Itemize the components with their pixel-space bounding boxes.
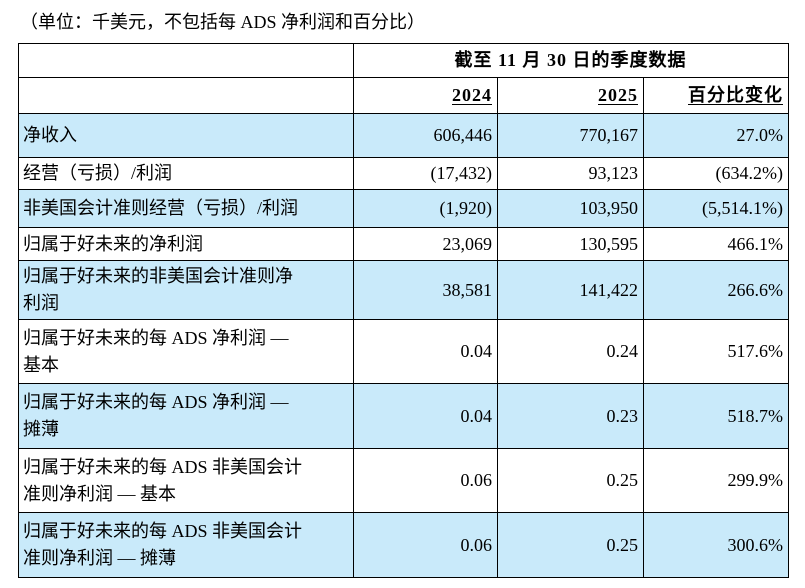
value-change: 466.1%	[643, 227, 789, 261]
value-2024: 38,581	[353, 260, 498, 320]
table-span-header: 截至 11 月 30 日的季度数据	[353, 43, 789, 78]
table-header-row-span: 截至 11 月 30 日的季度数据	[18, 43, 789, 78]
table-row: 净收入 606,446 770,167 27.0%	[18, 113, 789, 158]
table-row: 归属于好未来的每 ADS 非美国会计 准则净利润 — 摊薄 0.06 0.25 …	[18, 512, 789, 578]
row-label: 归属于好未来的每 ADS 净利润 — 摊薄	[18, 383, 354, 449]
value-change: (5,514.1%)	[643, 189, 789, 228]
row-label: 净收入	[18, 113, 354, 158]
table-row: 归属于好未来的每 ADS 非美国会计 准则净利润 — 基本 0.06 0.25 …	[18, 448, 789, 513]
value-2024: (17,432)	[353, 157, 498, 190]
value-2024: 23,069	[353, 227, 498, 261]
row-label: 归属于好未来的净利润	[18, 227, 354, 261]
table-row: 归属于好未来的每 ADS 净利润 — 基本 0.04 0.24 517.6%	[18, 319, 789, 384]
value-2025: 0.25	[497, 448, 644, 513]
column-header-change-label: 百分比变化	[688, 85, 783, 105]
row-label: 归属于好未来的每 ADS 净利润 — 基本	[18, 319, 354, 384]
row-label: 经营（亏损）/利润	[18, 157, 354, 190]
row-label: 非美国会计准则经营（亏损）/利润	[18, 189, 354, 228]
row-label: 归属于好未来的非美国会计准则净 利润	[18, 260, 354, 320]
value-change: 299.9%	[643, 448, 789, 513]
value-change: 517.6%	[643, 319, 789, 384]
value-2024: 0.04	[353, 383, 498, 449]
header-empty-cell	[18, 43, 354, 78]
value-2025: 0.25	[497, 512, 644, 578]
table-row: 归属于好未来的净利润 23,069 130,595 466.1%	[18, 227, 789, 261]
value-2025: 130,595	[497, 227, 644, 261]
table-row: 归属于好未来的每 ADS 净利润 — 摊薄 0.04 0.23 518.7%	[18, 383, 789, 449]
column-header-2025: 2025	[497, 77, 644, 114]
page-title: （单位：千美元，不包括每 ADS 净利润和百分比）	[20, 12, 426, 32]
value-2025: 141,422	[497, 260, 644, 320]
value-2025: 93,123	[497, 157, 644, 190]
row-label: 归属于好未来的每 ADS 非美国会计 准则净利润 — 摊薄	[18, 512, 354, 578]
column-header-2024: 2024	[353, 77, 498, 114]
value-2024: 0.06	[353, 512, 498, 578]
value-change: (634.2%)	[643, 157, 789, 190]
row-label: 归属于好未来的每 ADS 非美国会计 准则净利润 — 基本	[18, 448, 354, 513]
column-header-2024-label: 2024	[452, 85, 492, 105]
value-2024: 606,446	[353, 113, 498, 158]
column-header-2025-label: 2025	[598, 85, 638, 105]
value-change: 300.6%	[643, 512, 789, 578]
value-2024: 0.06	[353, 448, 498, 513]
financial-table: 截至 11 月 30 日的季度数据 2024 2025 百分比变化 净收入 60…	[18, 43, 789, 578]
value-change: 27.0%	[643, 113, 789, 158]
value-2025: 0.24	[497, 319, 644, 384]
value-2025: 770,167	[497, 113, 644, 158]
table-row: 非美国会计准则经营（亏损）/利润 (1,920) 103,950 (5,514.…	[18, 189, 789, 228]
table-header-row-columns: 2024 2025 百分比变化	[18, 77, 789, 114]
column-header-change: 百分比变化	[643, 77, 789, 114]
value-2024: 0.04	[353, 319, 498, 384]
value-change: 266.6%	[643, 260, 789, 320]
table-row: 归属于好未来的非美国会计准则净 利润 38,581 141,422 266.6%	[18, 260, 789, 320]
table-row: 经营（亏损）/利润 (17,432) 93,123 (634.2%)	[18, 157, 789, 190]
value-change: 518.7%	[643, 383, 789, 449]
value-2025: 0.23	[497, 383, 644, 449]
value-2024: (1,920)	[353, 189, 498, 228]
header-empty-cell	[18, 77, 354, 114]
value-2025: 103,950	[497, 189, 644, 228]
